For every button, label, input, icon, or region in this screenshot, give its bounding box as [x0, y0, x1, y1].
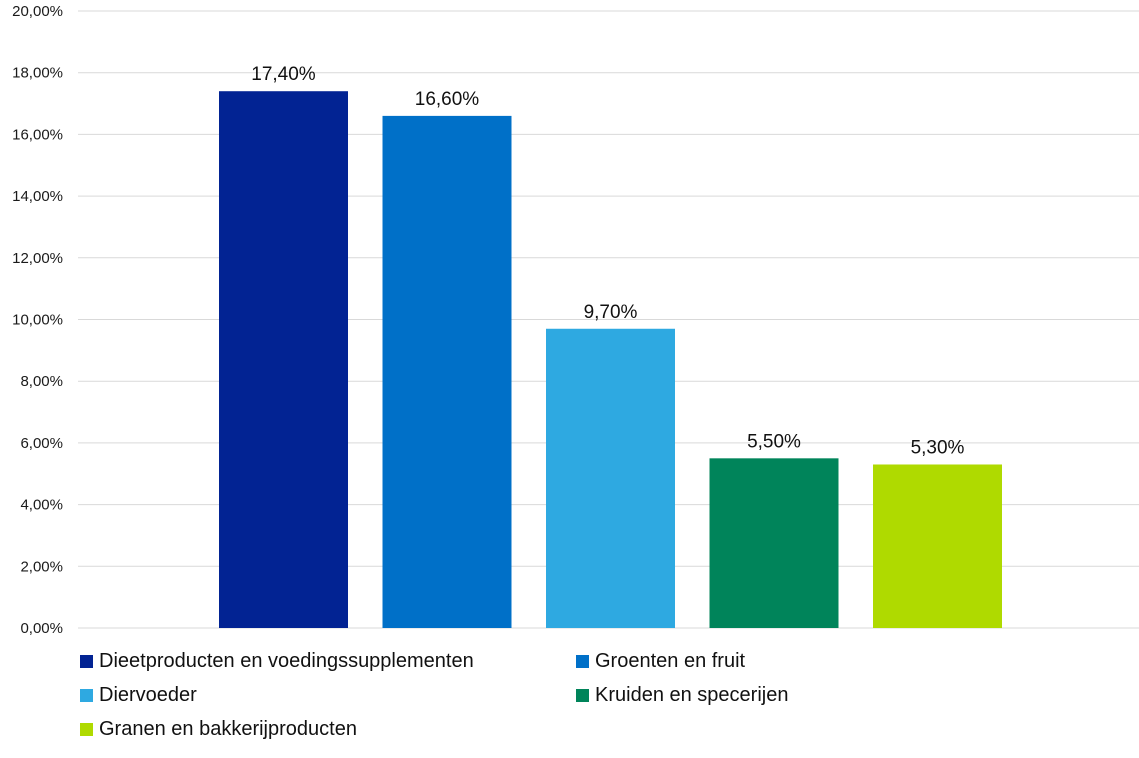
bar	[709, 458, 839, 628]
legend-swatch	[80, 655, 93, 668]
legend-item: Dieetproducten en voedingssupplementen	[80, 650, 474, 673]
bar	[382, 115, 512, 628]
y-tick-label: 10,00%	[12, 312, 63, 329]
y-tick-label: 16,00%	[12, 126, 63, 143]
legend-label: Groenten en fruit	[595, 650, 746, 672]
y-tick-label: 0,00%	[20, 620, 63, 637]
legend-item: Kruiden en specerijen	[576, 684, 788, 707]
bars	[219, 91, 1002, 628]
y-tick-label: 8,00%	[20, 373, 63, 390]
bar	[219, 91, 348, 628]
legend-label: Diervoeder	[99, 684, 197, 706]
y-tick-label: 12,00%	[12, 250, 63, 267]
y-tick-label: 4,00%	[20, 497, 63, 514]
legend-item: Granen en bakkerijproducten	[80, 718, 357, 741]
y-tick-label: 18,00%	[12, 65, 63, 82]
bar	[546, 328, 675, 628]
y-axis-ticks: 0,00% 2,00% 4,00% 6,00% 8,00% 10,00% 12,00% 14,…	[12, 3, 63, 637]
y-tick-label: 20,00%	[12, 3, 63, 20]
y-tick-label: 14,00%	[12, 188, 63, 205]
bar	[873, 464, 1002, 628]
legend-label: Dieetproducten en voedingssupplementen	[99, 650, 474, 672]
data-label: 5,50%	[747, 431, 801, 452]
legend-swatch	[576, 655, 589, 668]
legend-item: Diervoeder	[80, 684, 197, 707]
legend-item: Groenten en fruit	[576, 650, 745, 673]
data-label: 17,40%	[251, 64, 316, 85]
y-tick-label: 2,00%	[20, 558, 63, 575]
data-label: 16,60%	[415, 89, 480, 110]
legend-swatch	[576, 689, 589, 702]
legend-swatch	[80, 723, 93, 736]
legend-swatch	[80, 689, 93, 702]
data-label: 5,30%	[911, 437, 965, 458]
legend-label: Kruiden en specerijen	[595, 684, 789, 706]
legend-label: Granen en bakkerijproducten	[99, 718, 357, 740]
y-tick-label: 6,00%	[20, 435, 63, 452]
data-labels: 17,40% 16,60% 9,70% 5,50% 5,30%	[251, 64, 964, 458]
data-label: 9,70%	[584, 302, 638, 323]
bar-chart: 0,00% 2,00% 4,00% 6,00% 8,00% 10,00% 12,00% 14,…	[12, 3, 1139, 637]
